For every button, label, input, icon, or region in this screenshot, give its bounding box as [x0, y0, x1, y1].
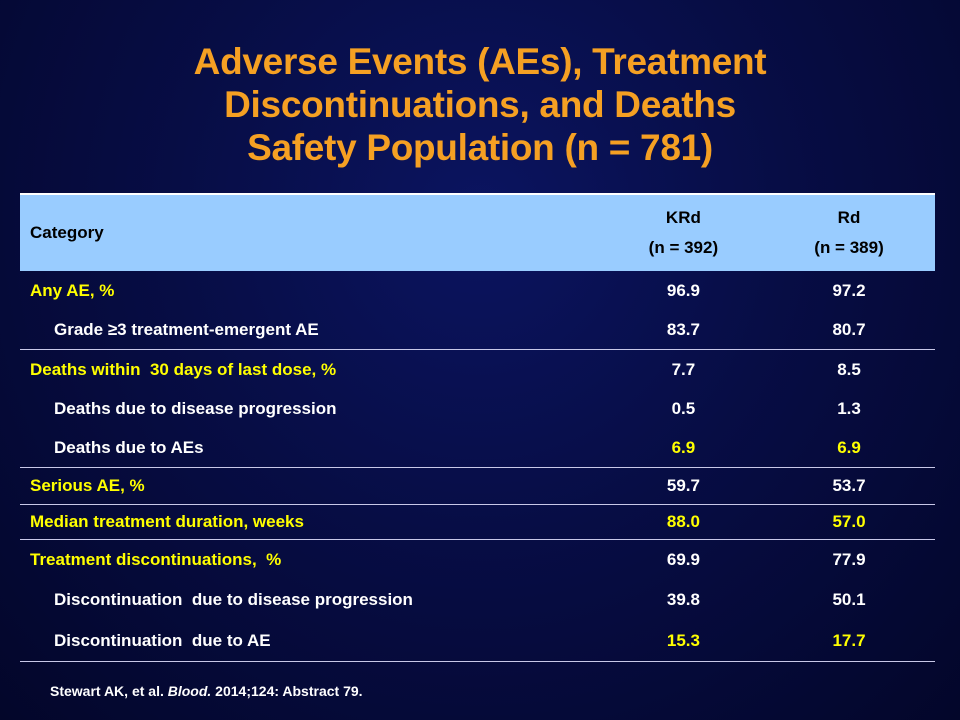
row-rd-value: 80.7 — [763, 310, 935, 350]
row-rd-value: 53.7 — [763, 467, 935, 505]
table-row: Deaths within 30 days of last dose, % 7.… — [20, 350, 935, 390]
row-rd-value: 77.9 — [832, 549, 866, 569]
row-rd-value: 97.2 — [832, 280, 866, 300]
row-label: Deaths due to disease progression — [54, 398, 337, 418]
row-label: Any AE, % — [30, 280, 115, 300]
table-header-row: Category KRd (n = 392) Rd (n = 389) — [20, 193, 935, 271]
row-rd-value: 1.3 — [837, 398, 861, 418]
row-label: Grade ≥3 treatment-emergent AE — [20, 310, 604, 350]
citation-details: 2014;124: Abstract 79. — [211, 683, 363, 699]
row-krd-value: 39.8 — [666, 590, 700, 609]
table-row: Treatment discontinuations, % 69.9 77.9 — [20, 540, 935, 580]
header-rd-name: Rd — [837, 208, 861, 227]
row-label: Deaths due to AEs — [20, 428, 604, 468]
row-rd-value: 8.5 — [837, 359, 861, 379]
citation-journal: Blood. — [167, 683, 212, 699]
row-rd-value: 17.7 — [763, 621, 935, 662]
table-row: Serious AE, % 59.7 53.7 — [20, 467, 935, 505]
header-krd-n: (n = 392) — [648, 238, 719, 257]
header-krd: KRd (n = 392) — [603, 193, 764, 271]
row-label: Treatment discontinuations, % — [30, 549, 282, 569]
title-line-2: Discontinuations, and Deaths — [224, 84, 736, 125]
header-rd-n: (n = 389) — [814, 238, 884, 257]
row-krd-value: 69.9 — [666, 549, 700, 569]
table-row: Deaths due to disease progression 0.5 1.… — [20, 389, 935, 428]
row-krd-value: 88.0 — [603, 504, 764, 540]
row-krd-value: 96.9 — [666, 280, 700, 300]
slide-title: Adverse Events (AEs), Treatment Disconti… — [0, 40, 960, 169]
row-krd-value: 59.7 — [603, 467, 764, 505]
row-rd-value: 57.0 — [763, 504, 935, 540]
row-krd-value: 83.7 — [603, 310, 764, 350]
header-rd: Rd (n = 389) — [763, 193, 935, 271]
row-label: Discontinuation due to AE — [20, 621, 604, 662]
row-rd-value: 6.9 — [763, 428, 935, 468]
row-krd-value: 6.9 — [603, 428, 764, 468]
row-label: Median treatment duration, weeks — [20, 504, 604, 540]
row-krd-value: 15.3 — [603, 621, 764, 662]
title-line-1: Adverse Events (AEs), Treatment — [193, 41, 767, 82]
safety-table: Category KRd (n = 392) Rd (n = 389) Any … — [20, 193, 935, 662]
title-line-3: Safety Population (n = 781) — [247, 127, 713, 168]
row-rd-value: 50.1 — [832, 590, 866, 609]
header-category: Category — [20, 193, 604, 271]
table-row: Any AE, % 96.9 97.2 — [20, 271, 935, 310]
citation-footer: Stewart AK, et al. Blood. 2014;124: Abst… — [50, 683, 363, 699]
row-krd-value: 7.7 — [671, 359, 696, 379]
row-label: Deaths within 30 days of last dose, % — [30, 359, 337, 379]
row-label: Serious AE, % — [20, 467, 604, 505]
table-row: Median treatment duration, weeks 88.0 57… — [20, 504, 935, 540]
table-row: Grade ≥3 treatment-emergent AE 83.7 80.7 — [20, 310, 935, 350]
table-row: Discontinuation due to disease progressi… — [20, 579, 935, 621]
table-row: Discontinuation due to AE 15.3 17.7 — [20, 621, 935, 662]
row-label: Discontinuation due to disease progressi… — [54, 590, 413, 609]
row-krd-value: 0.5 — [671, 398, 696, 418]
table-row: Deaths due to AEs 6.9 6.9 — [20, 428, 935, 468]
header-krd-name: KRd — [665, 208, 701, 227]
citation-authors: Stewart AK, et al. — [50, 683, 168, 699]
